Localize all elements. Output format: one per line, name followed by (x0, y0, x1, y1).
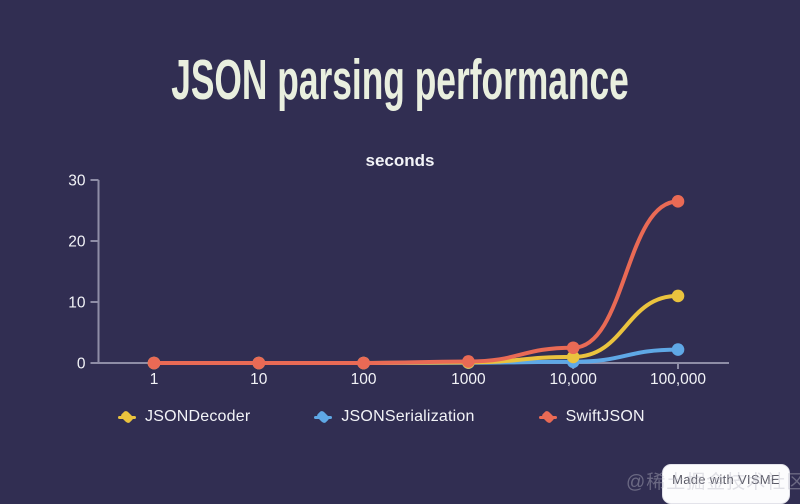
x-tick-label: 10 (250, 371, 268, 388)
data-point-swiftjson (252, 356, 266, 370)
x-tick-label: 1000 (451, 371, 486, 388)
data-point-swiftjson (671, 195, 685, 208)
y-tick-label: 30 (68, 173, 86, 190)
x-tick-label: 100 (351, 371, 377, 388)
y-tick-label: 10 (68, 295, 86, 312)
legend-item-jsonserialization[interactable]: JSONSerialization (314, 408, 474, 426)
jsondecoder-marker-icon (118, 409, 136, 425)
legend: JSONDecoder JSONSerialization SwiftJSON (118, 405, 645, 429)
chart-title: JSON parsing performance (171, 48, 629, 112)
data-point-swiftjson (357, 356, 370, 370)
made-with-visme-label: Made with VISME (672, 472, 780, 487)
data-point-jsonserialization (671, 343, 685, 356)
legend-label-jsondecoder: JSONDecoder (145, 408, 251, 425)
data-point-jsondecoder (671, 289, 685, 303)
data-point-swiftjson (462, 355, 475, 368)
data-point-jsondecoder (566, 350, 580, 364)
y-tick-label: 20 (68, 234, 86, 251)
x-tick-label: 10,000 (549, 371, 597, 388)
x-tick-label: 100,000 (650, 371, 706, 388)
legend-item-swiftjson[interactable]: SwiftJSON (538, 408, 645, 426)
y-tick-label: 0 (77, 356, 86, 373)
series-line-swiftjson (152, 199, 680, 366)
legend-item-jsondecoder[interactable]: JSONDecoder (118, 408, 250, 426)
data-point-swiftjson (566, 341, 580, 355)
jsonserialization-marker-icon (314, 409, 333, 425)
watermark-text: @稀土掘金技术社区 (626, 472, 800, 493)
x-tick-label: 1 (150, 371, 159, 388)
swiftjson-marker-icon (538, 409, 557, 425)
legend-label-jsonserialization: JSONSerialization (341, 408, 475, 425)
legend-label-swiftjson: SwiftJSON (565, 408, 645, 425)
y-unit-label: seconds (365, 151, 435, 170)
data-point-swiftjson (147, 356, 161, 370)
